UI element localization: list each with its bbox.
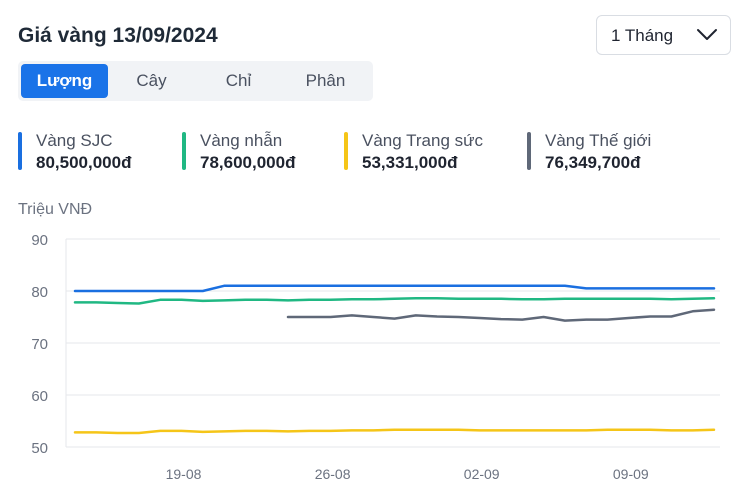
x-tick-label: 02-09 xyxy=(464,466,500,482)
x-tick-label: 19-08 xyxy=(166,466,202,482)
tab-luong[interactable]: Lượng xyxy=(21,64,108,98)
tab-chi[interactable]: Chỉ xyxy=(225,71,252,90)
legend-name: Vàng Thế giới xyxy=(545,131,652,150)
y-tick-label: 60 xyxy=(31,388,48,405)
unit-tabs: Lượng Cây Chỉ Phân xyxy=(18,61,373,101)
tab-cay[interactable]: Cây xyxy=(136,71,167,90)
x-tick-label: 26-08 xyxy=(315,466,351,482)
legend-value: 53,331,000đ xyxy=(362,153,458,172)
time-range-label: 1 Tháng xyxy=(611,26,674,45)
series-line-vàng-thế-giới xyxy=(286,308,716,322)
legend-name: Vàng Trang sức xyxy=(362,131,484,150)
page-title: Giá vàng 13/09/2024 xyxy=(18,24,218,47)
legend-value: 78,600,000đ xyxy=(200,153,296,172)
legend-name: Vàng SJC xyxy=(36,131,113,150)
y-tick-label: 70 xyxy=(31,336,48,353)
time-range-select[interactable]: 1 Tháng xyxy=(596,15,731,55)
legend-color-bar xyxy=(527,132,531,170)
y-tick-label: 90 xyxy=(31,232,48,249)
y-axis-label: Triệu VNĐ xyxy=(18,201,93,218)
y-tick-label: 80 xyxy=(31,284,48,301)
legend-name: Vàng nhẫn xyxy=(200,131,283,150)
series-line-vàng-trang-sức xyxy=(73,428,716,435)
y-tick-label: 50 xyxy=(31,440,48,457)
legend-color-bar xyxy=(182,132,186,170)
legend-value: 80,500,000đ xyxy=(36,153,132,172)
tab-phan[interactable]: Phân xyxy=(305,71,346,90)
legend-value: 76,349,700đ xyxy=(545,153,641,172)
x-tick-label: 09-09 xyxy=(613,466,649,482)
chevron-down-icon xyxy=(697,29,717,40)
chart-legend: Vàng SJC 80,500,000đ Vàng nhẫn 78,600,00… xyxy=(0,131,756,175)
series-line-vàng-sjc xyxy=(73,284,716,293)
legend-color-bar xyxy=(344,132,348,170)
series-line-vàng-nhẫn xyxy=(73,297,716,305)
legend-color-bar xyxy=(18,132,22,170)
